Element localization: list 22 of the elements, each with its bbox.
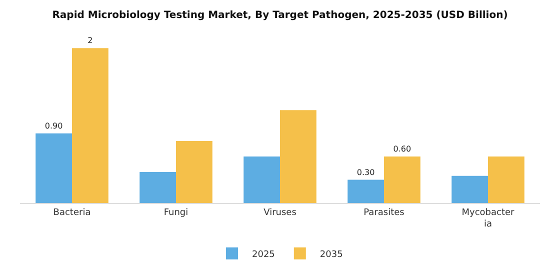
x-tick-label: Viruses <box>264 208 297 218</box>
legend-label: 2025 <box>252 250 275 260</box>
chart-title: Rapid Microbiology Testing Market, By Target Pathogen, 2025-2035 (USD Billion) <box>52 10 508 22</box>
x-tick-label: Bacteria <box>53 208 91 218</box>
data-label: 0.30 <box>356 168 375 177</box>
bar <box>176 141 212 203</box>
bar <box>72 48 108 203</box>
bar <box>244 156 280 203</box>
bar <box>488 156 524 203</box>
data-label: 0.90 <box>44 121 63 130</box>
bar <box>452 176 488 203</box>
x-tick-label: Fungi <box>164 208 188 218</box>
data-label: 0.60 <box>393 144 412 154</box>
bar <box>280 110 316 203</box>
bar <box>384 156 420 203</box>
data-label: 2 <box>88 36 93 46</box>
bar <box>140 172 176 203</box>
x-tick-label: Mycobacteria <box>462 208 515 230</box>
x-tick-label: Parasites <box>364 208 405 218</box>
legend-label: 2035 <box>320 250 343 260</box>
bar <box>36 133 72 203</box>
bar <box>348 180 384 203</box>
